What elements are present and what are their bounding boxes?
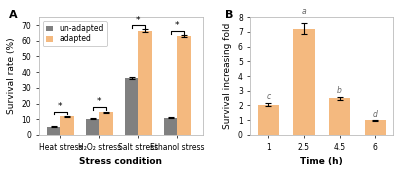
Y-axis label: Survival increasing fold: Survival increasing fold [224, 23, 232, 129]
Bar [125, 78, 138, 135]
Text: A: A [9, 10, 18, 20]
Bar [86, 119, 99, 135]
Bar [258, 105, 279, 135]
Text: *: * [97, 97, 102, 106]
Text: B: B [225, 10, 233, 20]
Text: c: c [266, 92, 270, 101]
Bar [138, 31, 152, 135]
Text: *: * [175, 21, 180, 30]
Text: *: * [58, 102, 63, 111]
X-axis label: Time (h): Time (h) [300, 157, 343, 166]
Bar [178, 36, 191, 135]
Text: a: a [302, 7, 306, 16]
Bar [293, 29, 315, 135]
Text: d: d [373, 110, 378, 119]
Bar [60, 116, 74, 135]
Bar [329, 98, 350, 135]
Y-axis label: Survival rate (%): Survival rate (%) [7, 38, 16, 114]
Bar [364, 120, 386, 135]
X-axis label: Stress condition: Stress condition [79, 157, 162, 166]
Bar [99, 112, 113, 135]
Legend: un-adapted, adapted: un-adapted, adapted [43, 21, 107, 46]
Text: b: b [337, 86, 342, 95]
Bar [47, 127, 60, 135]
Text: *: * [136, 16, 141, 25]
Bar [164, 118, 178, 135]
